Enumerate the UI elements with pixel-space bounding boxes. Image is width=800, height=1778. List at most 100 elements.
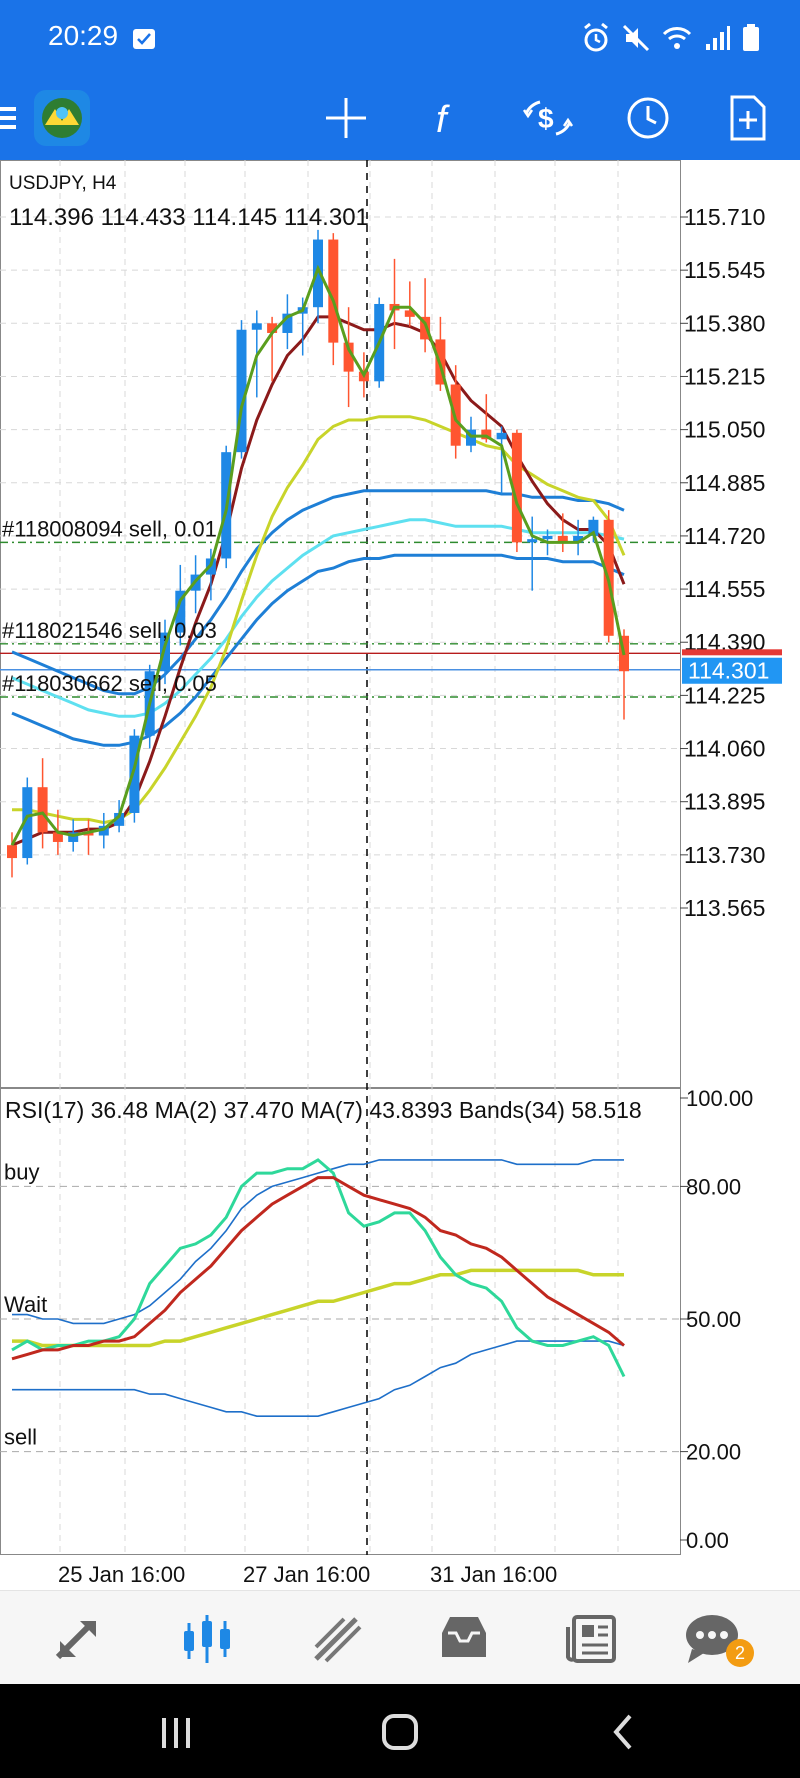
nav-history[interactable] xyxy=(432,1607,496,1671)
candles xyxy=(7,229,629,878)
price-tick-label: 114.060 xyxy=(684,736,765,762)
price-tick-label: 114.885 xyxy=(684,470,765,496)
rsi-ma2-line xyxy=(11,1176,625,1361)
price-tick-label: 115.545 xyxy=(684,257,765,283)
candle-body xyxy=(129,735,140,813)
time-axis-label: 27 Jan 16:00 xyxy=(243,1562,370,1587)
price-axis: 115.710 115.545 115.380 115.215 115.050 114.8… xyxy=(2,204,782,1587)
wifi-icon xyxy=(662,27,692,49)
bollinger-lower-line xyxy=(11,553,625,747)
home-icon xyxy=(382,1714,418,1750)
candle-body xyxy=(557,535,568,543)
nav-quotes[interactable] xyxy=(46,1607,110,1671)
candle-body xyxy=(52,832,63,842)
rsi-band-upper xyxy=(12,1159,624,1325)
notification-icon xyxy=(133,29,155,49)
metatrader-logo-icon xyxy=(34,90,90,146)
signal-icon xyxy=(706,26,730,50)
recent-apps-button[interactable] xyxy=(146,1708,206,1756)
rsi-line xyxy=(11,1158,626,1378)
candle-body xyxy=(175,590,186,633)
candle-body xyxy=(511,432,522,543)
new-order-button[interactable] xyxy=(720,90,776,146)
timeframe-button[interactable] xyxy=(620,90,676,146)
function-icon: f xyxy=(436,99,450,140)
crosshair-button[interactable] xyxy=(318,90,374,146)
recent-apps-icon xyxy=(162,1718,190,1748)
currency-exchange-icon: $ xyxy=(522,100,574,136)
candle-body xyxy=(496,432,507,440)
symbol-label: USDJPY, H4 xyxy=(9,173,117,194)
candle-body xyxy=(588,519,599,536)
candle-body xyxy=(236,329,247,453)
menu-icon xyxy=(0,107,16,129)
home-button[interactable] xyxy=(370,1708,430,1756)
rsi-level-label: 50.00 xyxy=(686,1307,741,1332)
time-axis-label: 25 Jan 16:00 xyxy=(58,1562,185,1587)
price-tick-label: 113.565 xyxy=(684,895,765,921)
candle-body xyxy=(573,535,584,543)
toolbar: f $ xyxy=(0,76,800,160)
rsi-zone-label: sell xyxy=(4,1425,37,1450)
svg-text:$: $ xyxy=(538,103,554,134)
trade-icon xyxy=(314,1617,362,1663)
symbol-button[interactable]: $ xyxy=(520,90,576,146)
new-document-icon xyxy=(730,95,766,141)
chat-badge: 2 xyxy=(726,1639,754,1667)
candle-body xyxy=(267,323,278,333)
price-chart[interactable]: 100.00 80.00 50.00 20.00 0.00 buy Wait sell 115… xyxy=(0,160,800,1590)
candle-body xyxy=(313,239,323,308)
order-label: #118021546 sell, 0.03 xyxy=(2,618,217,643)
battery-icon xyxy=(743,24,759,51)
bollinger-middle-line xyxy=(11,518,625,718)
rsi-level-label: 0.00 xyxy=(686,1528,729,1553)
nav-chart[interactable] xyxy=(176,1607,240,1671)
candle-body xyxy=(7,845,17,859)
candle-body xyxy=(420,316,431,340)
bottom-navigation: 2 xyxy=(0,1590,800,1685)
menu-button[interactable] xyxy=(0,90,26,146)
ohlc-readout: 114.396 114.433 114.145 114.301 xyxy=(9,204,369,231)
price-tick-label: 114.225 xyxy=(684,682,765,708)
price-tick-label: 114.555 xyxy=(684,576,765,602)
rsi-band-lower xyxy=(12,1340,625,1417)
candle-body xyxy=(114,812,125,826)
candle-body xyxy=(466,429,476,446)
price-tick-label: 114.720 xyxy=(684,523,765,549)
ma-fast-line xyxy=(10,264,626,846)
candle-body xyxy=(527,539,538,543)
mute-icon xyxy=(622,24,650,52)
svg-text:f: f xyxy=(436,99,450,140)
order-label: #118008094 sell, 0.01 xyxy=(2,516,217,541)
price-tick-label: 115.050 xyxy=(684,417,765,443)
app-logo-button[interactable] xyxy=(32,88,92,148)
crosshair-icon xyxy=(326,98,366,138)
rsi-level-label: 20.00 xyxy=(686,1440,741,1465)
history-icon xyxy=(442,1617,486,1657)
candle-body xyxy=(22,787,33,859)
candle-body xyxy=(343,342,354,372)
candle-body xyxy=(37,787,48,833)
candle-body xyxy=(282,313,293,333)
candle-body xyxy=(68,832,79,842)
candle-body xyxy=(251,323,262,330)
price-tick-label: 115.215 xyxy=(684,363,765,389)
price-tick-label: 115.710 xyxy=(684,204,765,230)
candle-body xyxy=(481,429,492,440)
candle-body xyxy=(328,239,339,343)
rsi-level-label: 80.00 xyxy=(686,1174,741,1199)
rsi-frame xyxy=(0,1088,681,1555)
indicators-button[interactable]: f xyxy=(420,90,476,146)
nav-trade[interactable] xyxy=(306,1607,370,1671)
back-button[interactable] xyxy=(594,1708,654,1756)
status-time: 20:29 xyxy=(48,20,119,51)
status-bar: 20:29 xyxy=(0,0,800,76)
current-price-label: 114.301 xyxy=(688,658,769,684)
price-tick-label: 113.895 xyxy=(684,789,765,815)
nav-news[interactable] xyxy=(560,1607,624,1671)
chart-area[interactable]: 100.00 80.00 50.00 20.00 0.00 buy Wait sell 115… xyxy=(0,160,800,1590)
candle-body xyxy=(98,825,109,836)
clock-icon xyxy=(627,97,669,139)
nav-chat[interactable]: 2 xyxy=(672,1607,754,1671)
price-tick-label: 113.730 xyxy=(684,842,765,868)
